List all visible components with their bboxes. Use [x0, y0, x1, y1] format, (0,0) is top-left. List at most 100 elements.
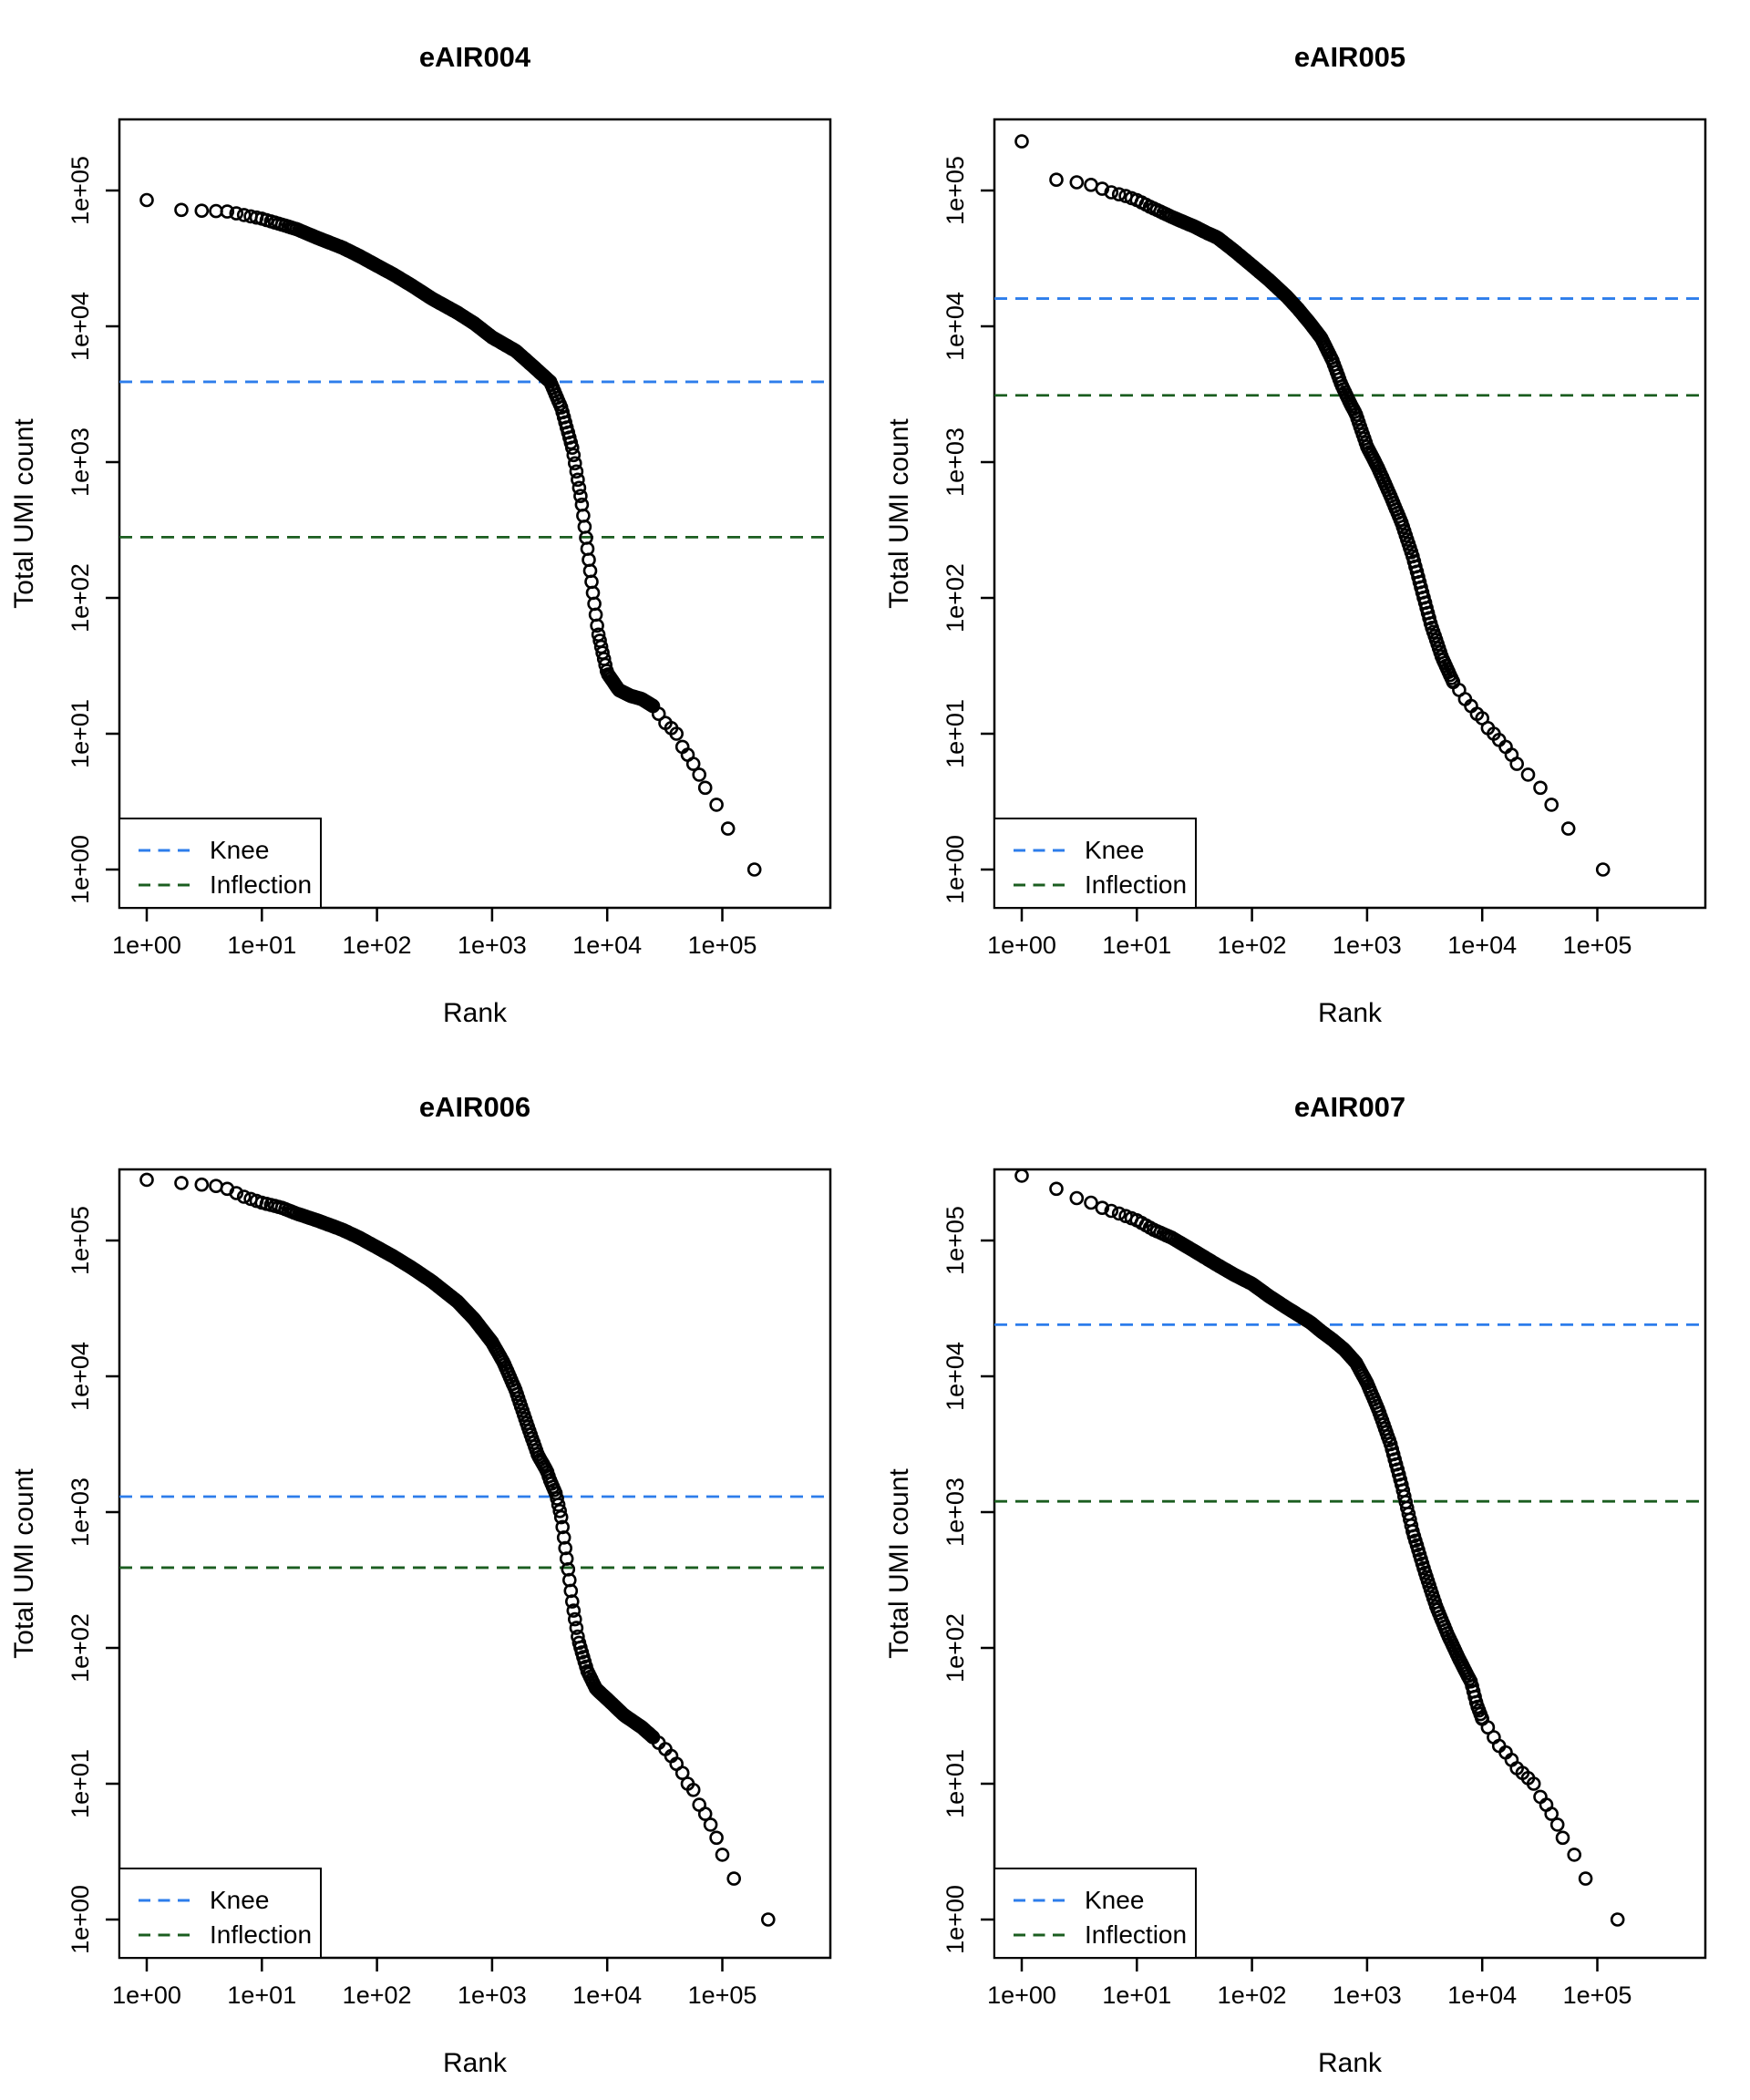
y-axis-title: Total UMI count	[884, 1468, 914, 1659]
data-point	[1560, 821, 1576, 836]
data-point	[1555, 1830, 1570, 1846]
data-point	[1095, 1200, 1110, 1215]
data-point	[669, 726, 685, 741]
x-tick-label: 1e+05	[1563, 1982, 1632, 2009]
x-axis-title: Rank	[1318, 2048, 1383, 2078]
legend-knee-label: Knee	[210, 836, 269, 864]
x-tick-label: 1e+01	[1102, 1982, 1171, 2009]
x-tick-label: 1e+00	[112, 932, 181, 959]
legend-box	[993, 1868, 1197, 1959]
data-point	[709, 798, 724, 812]
y-tick-label: 1e+04	[942, 292, 969, 361]
data-points	[139, 192, 762, 877]
plot-title: eAIR007	[1294, 1091, 1405, 1123]
y-axis: 1e+00 1e+01 1e+02 1e+03 1e+04 1e+05	[942, 1206, 994, 1954]
data-point	[569, 464, 584, 479]
y-tick-label: 1e+03	[942, 427, 969, 497]
data-points	[139, 1172, 776, 1927]
x-tick-label: 1e+02	[343, 932, 412, 959]
y-axis-title: Total UMI count	[9, 418, 39, 609]
legend-knee-label: Knee	[1085, 836, 1144, 864]
legend-knee-label: Knee	[210, 1886, 269, 1914]
data-point	[715, 1848, 730, 1862]
y-tick-label: 1e+04	[67, 1342, 94, 1411]
data-point	[194, 1177, 210, 1192]
barcode-rank-panel-4: eAIR007 1e+00 1e+01 1e+02 1e+03 1e+04 1e+05 Ran…	[884, 1091, 1707, 2078]
y-axis-title: Total UMI count	[884, 418, 914, 609]
y-tick-label: 1e+04	[942, 1342, 969, 1411]
data-point	[573, 489, 588, 504]
y-tick-label: 1e+01	[67, 1749, 94, 1818]
y-tick-label: 1e+01	[942, 1749, 969, 1818]
plot-box	[993, 118, 1707, 910]
data-point	[174, 202, 189, 218]
data-point	[1578, 1871, 1593, 1886]
x-axis-title: Rank	[1318, 998, 1383, 1028]
data-point	[697, 1807, 713, 1821]
data-point	[236, 208, 252, 222]
x-tick-label: 1e+04	[1447, 1982, 1517, 2009]
data-point	[1104, 185, 1119, 200]
y-tick-label: 1e+02	[942, 563, 969, 633]
y-tick-label: 1e+05	[67, 1206, 94, 1275]
data-point	[746, 862, 762, 877]
data-point	[567, 456, 582, 471]
x-tick-label: 1e+03	[1333, 1982, 1402, 2009]
data-point	[1049, 172, 1064, 187]
y-tick-label: 1e+03	[67, 1477, 94, 1547]
y-tick-label: 1e+02	[942, 1613, 969, 1683]
y-tick-label: 1e+03	[67, 427, 94, 497]
legend-inflection-label: Inflection	[210, 1920, 312, 1949]
data-point	[1567, 1848, 1582, 1862]
y-axis-title: Total UMI count	[9, 1468, 39, 1659]
legend-box	[118, 818, 322, 909]
legend-knee-label: Knee	[1085, 1886, 1144, 1914]
data-point	[139, 192, 154, 208]
data-point	[1549, 1817, 1565, 1832]
data-point	[1544, 1807, 1560, 1821]
data-point	[571, 480, 587, 496]
x-tick-label: 1e+03	[458, 1982, 527, 2009]
data-points	[1014, 1168, 1625, 1927]
legend-box	[118, 1868, 322, 1959]
data-point	[567, 1611, 582, 1627]
data-point	[566, 1603, 582, 1618]
x-tick-label: 1e+04	[572, 1982, 642, 2009]
x-axis: 1e+00 1e+01 1e+02 1e+03 1e+04 1e+05	[987, 1958, 1632, 2009]
data-point	[1533, 780, 1548, 796]
plot-title: eAIR004	[419, 41, 531, 73]
data-point	[685, 757, 701, 771]
plot-box	[993, 1168, 1707, 1960]
data-point	[1509, 757, 1525, 771]
data-point	[564, 1594, 580, 1609]
barcode-rank-panel-2: eAIR005 1e+00 1e+01 1e+02 1e+03 1e+04 1e+05 Ran…	[884, 41, 1707, 1028]
data-point	[1520, 767, 1536, 782]
y-tick-label: 1e+02	[67, 563, 94, 633]
data-point	[674, 1765, 690, 1781]
data-point	[566, 448, 582, 463]
y-tick-label: 1e+03	[942, 1477, 969, 1547]
x-tick-label: 1e+00	[112, 1982, 181, 2009]
data-point	[590, 618, 604, 633]
x-tick-label: 1e+02	[1218, 1982, 1287, 2009]
legend-inflection-label: Inflection	[210, 870, 312, 899]
legend: Knee Inflection	[993, 1868, 1197, 1959]
y-tick-label: 1e+04	[67, 292, 94, 361]
legend-box	[993, 818, 1197, 909]
data-point	[720, 821, 736, 836]
data-point	[692, 767, 707, 782]
data-point	[220, 204, 235, 219]
legend-inflection-label: Inflection	[1085, 870, 1187, 899]
x-tick-label: 1e+02	[343, 1982, 412, 2009]
data-point	[1069, 1190, 1085, 1206]
x-tick-label: 1e+03	[458, 932, 527, 959]
y-tick-label: 1e+00	[67, 1885, 94, 1954]
x-tick-label: 1e+05	[688, 1982, 757, 2009]
data-point	[1069, 175, 1085, 190]
data-point	[553, 1509, 569, 1525]
x-tick-label: 1e+04	[1447, 932, 1517, 959]
data-point	[1014, 1168, 1029, 1183]
data-point	[139, 1172, 154, 1188]
data-point	[174, 1176, 189, 1190]
barcode-rank-panel-3: eAIR006 1e+00 1e+01 1e+02 1e+03 1e+04 1e+05 Ran…	[9, 1091, 832, 2078]
